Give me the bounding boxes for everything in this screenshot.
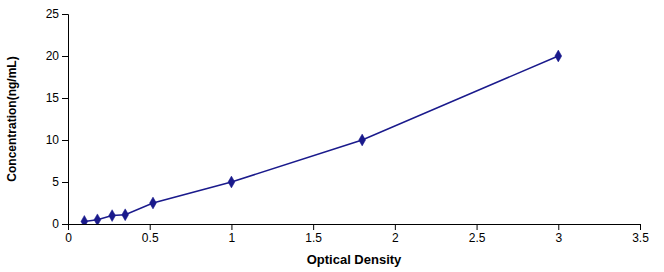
tick: 5 bbox=[52, 175, 68, 189]
tick-mark bbox=[558, 224, 559, 230]
tick-mark bbox=[62, 56, 68, 57]
tick: 0.5 bbox=[142, 224, 159, 245]
plot: 0 0.5 1 1.5 2 2.5 3 3.5 0 5 10 15 20 25 bbox=[46, 7, 650, 244]
point bbox=[555, 50, 562, 62]
axis-line bbox=[69, 225, 641, 231]
tick: 2.5 bbox=[469, 224, 486, 245]
x-axis: 0 0.5 1 1.5 2 2.5 3 3.5 bbox=[65, 224, 649, 245]
tick-label: 0 bbox=[65, 231, 72, 245]
tick-mark bbox=[231, 224, 232, 230]
tick-label: 0.5 bbox=[142, 231, 159, 245]
tick-mark bbox=[313, 224, 314, 230]
tick-mark bbox=[62, 224, 68, 225]
chart: 0 0.5 1 1.5 2 2.5 3 3.5 0 5 10 15 20 25 Optical Densit… bbox=[0, 0, 664, 272]
tick-label: 3 bbox=[555, 231, 562, 245]
tick-label: 2.5 bbox=[469, 231, 486, 245]
point bbox=[228, 176, 235, 188]
tick-label: 20 bbox=[46, 49, 60, 63]
point bbox=[109, 210, 116, 222]
tick-label: 3.5 bbox=[632, 231, 649, 245]
tick-mark bbox=[640, 224, 641, 230]
tick: 3.5 bbox=[632, 224, 649, 245]
marks bbox=[81, 50, 562, 224]
point bbox=[122, 209, 129, 221]
tick: 20 bbox=[46, 49, 68, 63]
tick-label: 0 bbox=[52, 217, 59, 231]
tick: 2 bbox=[392, 224, 399, 245]
tick-label: 10 bbox=[46, 133, 60, 147]
tick: 3 bbox=[555, 224, 562, 245]
tick-mark bbox=[62, 140, 68, 141]
tick-label: 15 bbox=[46, 91, 60, 105]
tick: 15 bbox=[46, 91, 68, 105]
tick-mark bbox=[62, 14, 68, 15]
tick-mark bbox=[62, 182, 68, 183]
point bbox=[150, 197, 157, 209]
tick-label: 25 bbox=[46, 7, 60, 21]
tick-mark bbox=[150, 224, 151, 230]
tick: 25 bbox=[46, 7, 68, 21]
tick: 0 bbox=[52, 217, 68, 231]
axis-line bbox=[62, 15, 69, 225]
tick-label: 1.5 bbox=[305, 231, 322, 245]
x-axis-title: Optical Density bbox=[307, 252, 402, 267]
point bbox=[94, 214, 101, 224]
tick-label: 1 bbox=[229, 231, 236, 245]
tick-mark bbox=[62, 98, 68, 99]
tick: 1.5 bbox=[305, 224, 322, 245]
point bbox=[359, 134, 366, 146]
line bbox=[84, 56, 558, 221]
tick-mark bbox=[395, 224, 396, 230]
tick: 1 bbox=[229, 224, 236, 245]
tick: 0 bbox=[65, 224, 72, 245]
tick-label: 5 bbox=[52, 175, 59, 189]
point bbox=[81, 216, 88, 224]
tick-label: 2 bbox=[392, 231, 399, 245]
tick: 10 bbox=[46, 133, 68, 147]
tick-mark bbox=[477, 224, 478, 230]
y-axis-title: Concentration(ng/mL) bbox=[5, 56, 19, 181]
y-axis: 0 5 10 15 20 25 bbox=[46, 7, 69, 231]
